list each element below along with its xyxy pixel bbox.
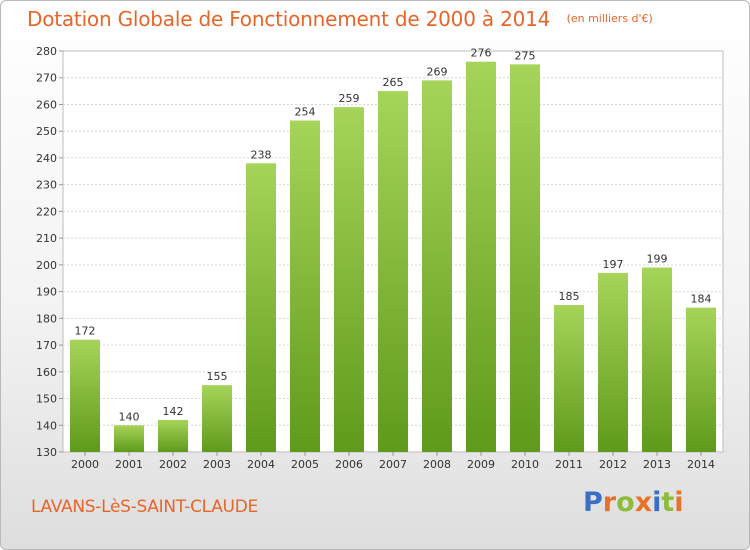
x-tick-label-2003: 2003 [203, 458, 231, 471]
logo-letter: t [661, 487, 675, 518]
bar-2013 [642, 267, 672, 452]
data-labels: 172 140 142 155 238 254 259 265 269 276 275 185 197 1… [75, 47, 712, 424]
bar-2014 [686, 307, 716, 452]
x-tick-label-2006: 2006 [335, 458, 363, 471]
logo-letter: P [583, 487, 603, 518]
y-tick-label: 260 [36, 98, 57, 111]
bar-2012 [598, 272, 628, 452]
bar-2001 [114, 425, 144, 452]
bar-2004 [246, 163, 276, 452]
bar-2002 [158, 419, 188, 452]
y-tick-label: 210 [36, 232, 57, 245]
y-tick-label: 150 [36, 393, 57, 406]
x-tick-label-2010: 2010 [511, 458, 539, 471]
data-label-2004: 238 [251, 148, 272, 161]
logo-letter: i [674, 487, 684, 518]
y-tick-label: 140 [36, 419, 57, 432]
y-tick-label: 130 [36, 446, 57, 459]
grid-lines [63, 77, 723, 426]
x-tick-label-2012: 2012 [599, 458, 627, 471]
x-tick-label-2011: 2011 [555, 458, 583, 471]
x-tick-label-2000: 2000 [71, 458, 99, 471]
bar-2000 [70, 339, 100, 452]
y-tick-label: 200 [36, 259, 57, 272]
bar-2010 [510, 64, 540, 452]
bar-2006 [334, 107, 364, 452]
y-tick-label: 240 [36, 152, 57, 165]
data-label-2000: 172 [75, 325, 96, 338]
x-tick-label-2013: 2013 [643, 458, 671, 471]
x-tick-label-2002: 2002 [159, 458, 187, 471]
y-tick-label: 230 [36, 179, 57, 192]
commune-name: LAVANS-LèS-SAINT-CLAUDE [31, 497, 258, 517]
data-label-2007: 265 [383, 76, 404, 89]
bars [70, 61, 716, 453]
y-tick-label: 280 [36, 45, 57, 58]
data-label-2014: 184 [691, 293, 712, 306]
chart-title: Dotation Globale de Fonctionnement de 20… [27, 7, 653, 31]
y-tick-label: 180 [36, 312, 57, 325]
data-label-2012: 197 [603, 258, 624, 271]
data-label-2006: 259 [339, 92, 360, 105]
y-tick-label: 270 [36, 72, 57, 85]
data-label-2011: 185 [559, 290, 580, 303]
y-tick-label: 160 [36, 366, 57, 379]
data-label-2010: 275 [515, 49, 536, 62]
chart-title-unit: (en milliers d'€) [566, 12, 653, 25]
logo-letter: o [616, 487, 635, 518]
data-label-2005: 254 [295, 106, 316, 119]
data-label-2009: 276 [471, 47, 492, 60]
x-tick-label-2008: 2008 [423, 458, 451, 471]
bar-2009 [466, 61, 496, 453]
bar-2007 [378, 91, 408, 452]
proxiti-logo[interactable]: Proxiti [583, 487, 684, 518]
x-tick-label-2005: 2005 [291, 458, 319, 471]
x-tick-label-2007: 2007 [379, 458, 407, 471]
bar-2011 [554, 304, 584, 452]
data-label-2013: 199 [647, 253, 668, 266]
y-tick-label: 190 [36, 286, 57, 299]
logo-letter: r [602, 487, 617, 518]
data-label-2001: 140 [119, 410, 140, 423]
x-tick-label-2014: 2014 [687, 458, 715, 471]
y-axis-ticks: 130 140 150 160 170 180 190 200 210 220 230 240 250 2… [36, 45, 63, 459]
bar-2005 [290, 120, 320, 453]
y-tick-label: 170 [36, 339, 57, 352]
x-tick-label-2004: 2004 [247, 458, 275, 471]
data-label-2002: 142 [163, 405, 184, 418]
logo-letter: i [652, 487, 662, 518]
data-label-2008: 269 [427, 65, 448, 78]
bar-2008 [422, 80, 452, 452]
x-tick-label-2001: 2001 [115, 458, 143, 471]
chart-title-main: Dotation Globale de Fonctionnement de 20… [27, 7, 551, 31]
x-axis-ticks: 2000 2001 2002 2003 2004 2005 2006 2007 2008 2009… [71, 452, 715, 471]
logo-letter: x [634, 487, 653, 518]
data-label-2003: 155 [207, 370, 228, 383]
y-tick-label: 220 [36, 205, 57, 218]
y-tick-label: 250 [36, 125, 57, 138]
bar-2003 [202, 385, 232, 452]
x-tick-label-2009: 2009 [467, 458, 495, 471]
